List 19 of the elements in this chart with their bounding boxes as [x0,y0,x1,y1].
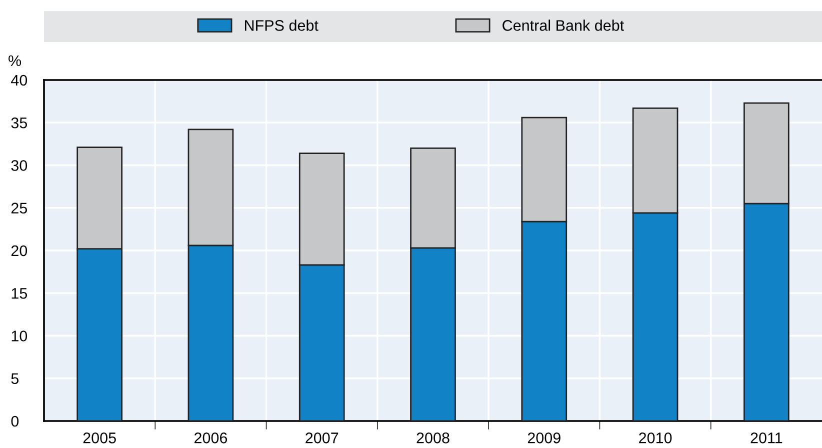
x-tick-label: 2008 [416,432,450,444]
x-tick-label: 2006 [194,432,228,444]
y-tick-label: 40 [11,74,28,86]
legend-label: NFPS debt [244,20,318,31]
legend-label: Central Bank debt [502,20,624,31]
x-tick-label: 2011 [750,432,782,444]
x-tick-label: 2010 [639,432,672,444]
x-tick-label: 2007 [306,432,338,444]
y-tick-label: 20 [11,245,28,256]
x-tick-label: 2005 [83,432,116,444]
y-tick-label: 35 [11,117,28,128]
y-tick-label: 0 [11,416,19,427]
y-axis-title: % [8,55,22,66]
y-tick-label: 30 [11,160,28,171]
y-tick-label: 15 [12,288,28,299]
x-tick-label: 2009 [528,432,560,444]
y-tick-label: 25 [11,202,28,214]
y-tick-label: 5 [11,373,19,384]
y-tick-label: 10 [12,330,28,342]
